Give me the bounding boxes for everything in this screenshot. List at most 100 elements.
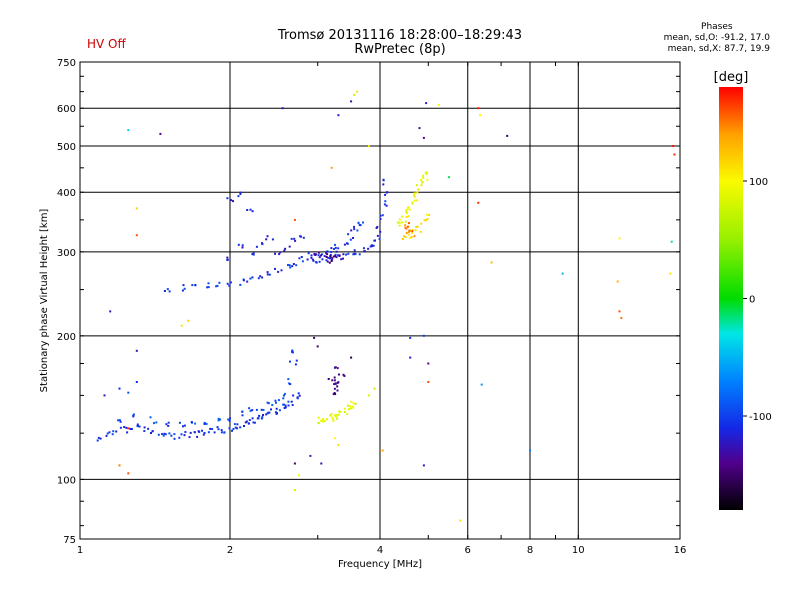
echo-point [241, 414, 244, 417]
echo-point [202, 433, 205, 436]
echo-point [226, 282, 229, 285]
echo-point [109, 310, 112, 313]
echo-point [401, 215, 403, 218]
echo-point [183, 424, 186, 427]
echo-point [410, 235, 413, 238]
echo-point [276, 412, 278, 414]
echo-point [220, 429, 223, 432]
echo-point [230, 199, 233, 202]
echo-point [251, 253, 254, 256]
echo-point [127, 391, 130, 394]
echo-point [382, 179, 385, 182]
echo-point [291, 404, 294, 406]
echo-point [363, 247, 365, 250]
echo-point [217, 419, 220, 422]
echo-point [203, 421, 206, 424]
echo-point [318, 256, 321, 259]
echo-point [278, 409, 281, 412]
echo-point [267, 402, 270, 405]
echo-point [426, 178, 429, 181]
echo-point [422, 136, 425, 139]
echo-point [219, 418, 222, 421]
echo-point [268, 411, 271, 414]
echo-point [422, 174, 424, 177]
echo-point [229, 281, 232, 284]
echo-point [401, 238, 404, 240]
echo-point [274, 411, 277, 414]
echo-point [236, 423, 239, 426]
echo-point [317, 416, 320, 419]
echo-point [151, 430, 154, 433]
echo-point [284, 392, 286, 395]
echo-point [343, 407, 346, 410]
echo-point [323, 255, 326, 258]
echo-point [228, 420, 231, 422]
echo-point [203, 432, 206, 434]
echo-point [336, 367, 339, 370]
echo-point [135, 234, 138, 237]
echo-point [135, 349, 138, 352]
echo-point [362, 221, 364, 224]
echo-point [409, 229, 412, 232]
echo-point [153, 422, 155, 425]
phase-stats: Phases mean, sd,O: -91.2, 17.0 mean, sd,… [664, 22, 770, 55]
echo-point [477, 201, 480, 204]
echo-point [405, 231, 408, 234]
echo-point [364, 250, 366, 253]
echo-point [350, 356, 353, 359]
echo-point [408, 208, 411, 211]
echo-point [96, 439, 99, 442]
echo-point [275, 407, 278, 410]
echo-point [407, 215, 410, 218]
echo-point [367, 247, 370, 250]
echo-point [416, 191, 419, 194]
echo-point [291, 265, 294, 268]
echo-point [406, 207, 409, 210]
echo-point [339, 410, 342, 413]
echo-point [265, 238, 268, 241]
echo-point [316, 345, 319, 348]
x-tick-label: 6 [465, 545, 471, 556]
echo-point [183, 287, 186, 290]
echo-point [425, 219, 428, 222]
echo-point [206, 286, 209, 289]
echo-point [118, 464, 121, 467]
echo-point [353, 225, 355, 228]
echo-point [106, 432, 109, 435]
echo-point [406, 225, 409, 228]
echo-point [417, 188, 420, 191]
echo-point [413, 194, 415, 197]
echo-point [293, 218, 296, 221]
echo-point [167, 424, 170, 427]
echo-point [296, 397, 299, 400]
echo-point [188, 436, 191, 439]
echo-point [115, 430, 118, 433]
echo-point [183, 434, 186, 437]
echo-point [157, 433, 160, 436]
echo-point [447, 176, 450, 179]
echo-point [258, 414, 261, 417]
echo-point [279, 251, 282, 254]
echo-point [300, 256, 303, 258]
x-tick-label: 10 [572, 545, 585, 556]
echo-point [255, 245, 258, 248]
echo-point [618, 237, 621, 240]
echo-point [411, 202, 414, 205]
echo-point [425, 171, 428, 174]
echo-point [326, 253, 329, 256]
echo-point [352, 253, 355, 256]
echo-point [167, 421, 170, 424]
echo-point [333, 383, 336, 386]
echo-point [409, 336, 412, 339]
echo-point [415, 184, 418, 187]
echo-point [162, 434, 165, 437]
echo-point [332, 418, 335, 421]
echo-point [283, 249, 286, 252]
echo-point [149, 416, 152, 419]
echo-point [409, 356, 412, 359]
echo-point [396, 221, 399, 224]
echo-point [404, 236, 407, 238]
echo-point [251, 409, 254, 412]
echo-point [180, 324, 183, 327]
